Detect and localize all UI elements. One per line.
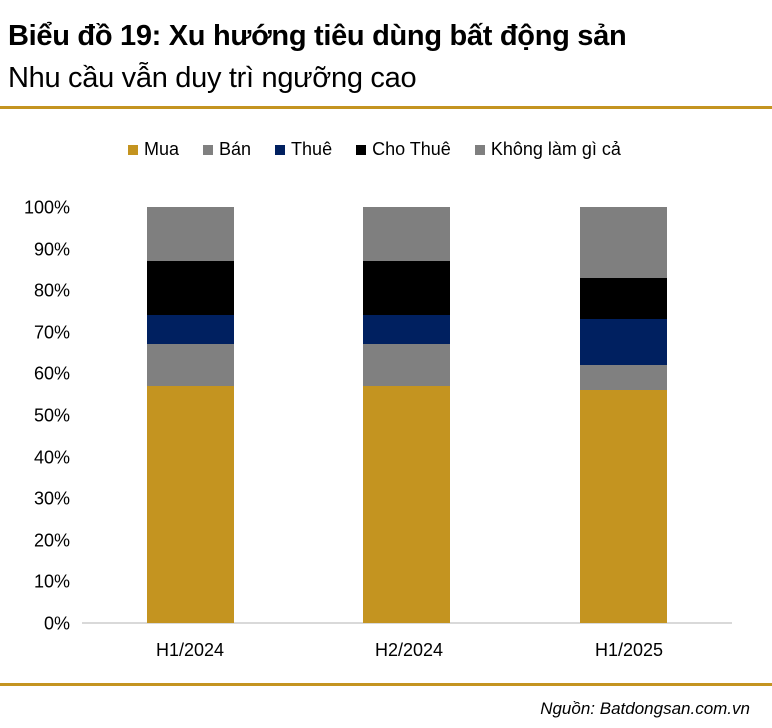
bar-segment: [363, 261, 450, 316]
legend-swatch-cho-thue-icon: [356, 144, 367, 155]
y-tick: 50%: [33, 405, 70, 426]
bar-segment: [363, 315, 450, 345]
legend-item-ban: Bán: [203, 139, 251, 160]
x-label: H2/2024: [374, 640, 444, 660]
bar-segment: [580, 365, 667, 391]
bar-segment: [580, 277, 667, 320]
bar-segment: [363, 344, 450, 386]
y-tick: 70%: [33, 322, 70, 343]
bar-segment: [580, 319, 667, 366]
legend-label: Mua: [144, 139, 180, 159]
legend: Mua Bán Thuê Cho Thuê Không làm gì cả: [128, 139, 621, 160]
x-axis-baseline: [82, 622, 732, 624]
y-tick: 80%: [33, 280, 70, 301]
bar-segment: [580, 390, 667, 623]
y-tick: 20%: [33, 530, 70, 551]
legend-swatch-mua-icon: [128, 144, 138, 155]
legend-swatch-khong-icon: [474, 144, 485, 155]
chart-title: Biểu đồ 19: Xu hướng tiêu dùng bất động …: [8, 20, 627, 52]
legend-swatch-thue-icon: [275, 144, 286, 155]
legend-swatch-ban-icon: [203, 144, 214, 155]
y-tick: 60%: [33, 363, 70, 384]
bar-segment: [147, 344, 234, 386]
bar-segment: [147, 261, 234, 316]
y-tick: 0%: [43, 613, 70, 634]
y-tick: 100%: [23, 197, 70, 218]
stacked-bar: [363, 207, 450, 623]
legend-item-mua: Mua: [128, 139, 179, 160]
chart-subtitle: Nhu cầu vẫn duy trì ngưỡng cao: [8, 62, 417, 94]
bar-segment: [147, 207, 234, 262]
legend-label: Không làm gì cả: [490, 139, 621, 159]
legend-label: Cho Thuê: [372, 139, 451, 159]
bar-segment: [580, 207, 667, 278]
y-axis: 100% 90% 80% 70% 60% 50% 40% 30% 20% 10%…: [0, 0, 70, 728]
stacked-bar: [580, 207, 667, 623]
bottom-divider: [0, 683, 772, 686]
bar-segment: [147, 315, 234, 345]
legend-item-cho-thue: Cho Thuê: [356, 139, 451, 160]
y-tick: 10%: [33, 571, 70, 592]
bar-segment: [363, 207, 450, 262]
source-note: Nguồn: Batdongsan.com.vn: [540, 699, 750, 718]
x-label: H1/2025: [594, 640, 664, 660]
y-tick: 40%: [33, 447, 70, 468]
x-label: H1/2024: [155, 640, 225, 660]
legend-item-thue: Thuê: [275, 139, 332, 160]
bar-segment: [147, 385, 234, 623]
top-divider: [0, 106, 772, 109]
y-tick: 90%: [33, 239, 70, 260]
bar-segment: [363, 385, 450, 623]
legend-label: Bán: [219, 139, 252, 159]
y-tick: 30%: [33, 488, 70, 509]
legend-item-khong: Không làm gì cả: [474, 139, 621, 160]
legend-label: Thuê: [291, 139, 333, 159]
stacked-bar: [147, 207, 234, 623]
